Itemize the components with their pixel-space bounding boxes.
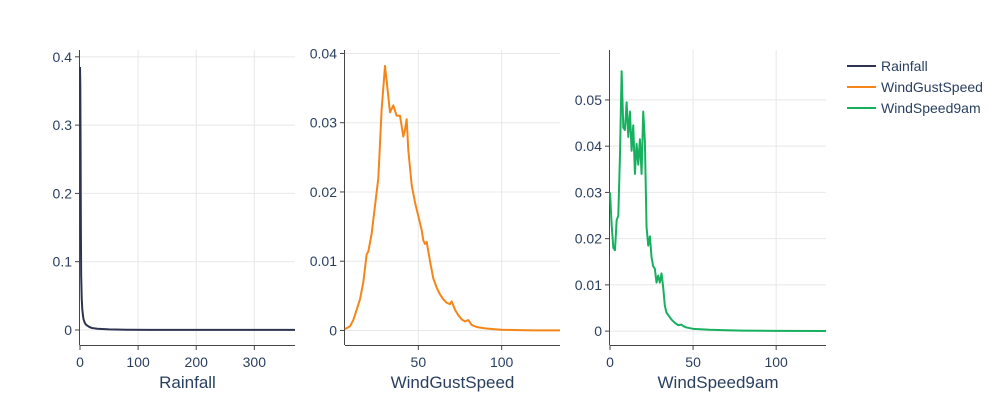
x-tick-label: 200	[185, 354, 209, 370]
x-axis-title: WindGustSpeed	[391, 373, 515, 392]
x-tick-label: 0	[606, 354, 614, 370]
x-axis-title: WindSpeed9am	[658, 373, 779, 392]
x-tick-label: 300	[243, 354, 267, 370]
chart-panel-3: 0 0.01 0.02 0.03 0.04 0.05 0 50 100 WindSpeed9am	[575, 50, 827, 392]
y-tick-label: 0.03	[310, 115, 337, 131]
y-tick-label: 0.02	[575, 231, 602, 247]
legend: Rainfall WindGustSpeed WindSpeed9am	[847, 58, 983, 116]
y-tick-label: 0	[64, 322, 72, 338]
y-tick-label: 0	[594, 323, 602, 339]
x-tick-label: 50	[411, 354, 427, 370]
series-line-Rainfall[interactable]	[79, 67, 295, 331]
x-axis-title: Rainfall	[159, 373, 216, 392]
chart-panel-2: 0 0.01 0.02 0.03 0.04 50 100 WindGustSpeed	[310, 45, 561, 392]
y-tick-label: 0.4	[53, 49, 73, 65]
y-tick-label: 0	[329, 322, 337, 338]
y-tick-label: 0.02	[310, 184, 337, 200]
x-tick-label: 100	[126, 354, 150, 370]
y-tick-label: 0.3	[53, 117, 73, 133]
legend-item-Rainfall[interactable]: Rainfall	[847, 58, 928, 74]
legend-item-WindGustSpeed[interactable]: WindGustSpeed	[847, 79, 983, 95]
legend-label: Rainfall	[881, 58, 928, 74]
y-tick-label: 0.05	[575, 92, 602, 108]
chart-panels: 0 0.1 0.2 0.3 0.4 0 100 200 300 Rainfall 0 0.01 0.02…	[53, 45, 827, 392]
x-tick-label: 100	[490, 354, 514, 370]
x-tick-label: 100	[764, 354, 788, 370]
y-tick-label: 0.04	[575, 138, 602, 154]
legend-label: WindGustSpeed	[881, 79, 983, 95]
series-line-WindGustSpeed[interactable]	[344, 64, 561, 332]
y-tick-label: 0.03	[575, 184, 602, 200]
y-tick-label: 0.04	[310, 45, 337, 61]
legend-item-WindSpeed9am[interactable]: WindSpeed9am	[847, 100, 981, 116]
y-tick-label: 0.01	[575, 277, 602, 293]
series-line-WindSpeed9am[interactable]	[609, 70, 827, 333]
chart-panel-1: 0 0.1 0.2 0.3 0.4 0 100 200 300 Rainfall	[53, 49, 295, 392]
x-tick-label: 50	[685, 354, 701, 370]
legend-label: WindSpeed9am	[881, 100, 981, 116]
x-tick-label: 0	[76, 354, 84, 370]
y-tick-label: 0.2	[53, 185, 73, 201]
y-tick-label: 0.1	[53, 254, 73, 270]
y-tick-label: 0.01	[310, 253, 337, 269]
